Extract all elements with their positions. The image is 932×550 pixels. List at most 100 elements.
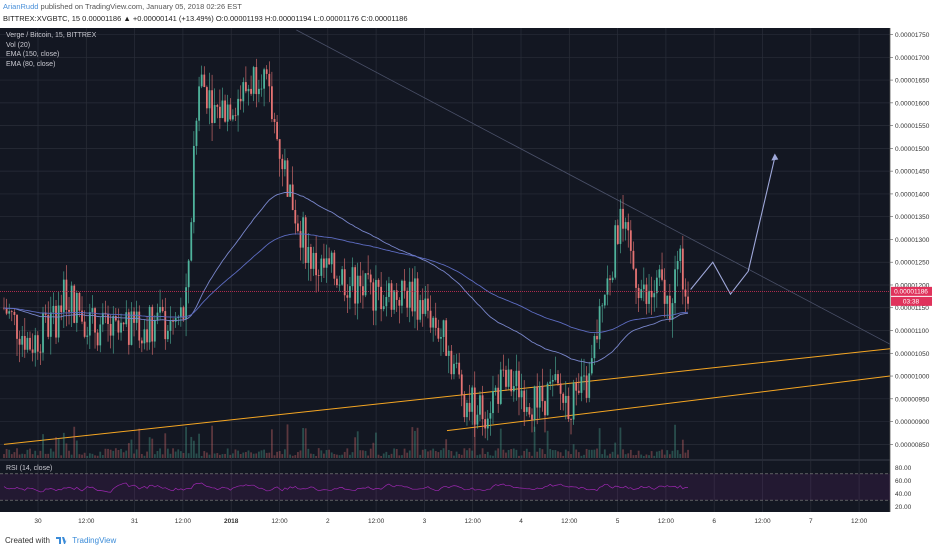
volume-bar <box>148 437 151 458</box>
projection-path <box>690 157 776 296</box>
resistance-trendline <box>296 29 891 345</box>
countdown-value: 03:38 <box>903 299 920 306</box>
candle-body <box>502 369 505 371</box>
candle-body <box>627 222 630 231</box>
candle-body <box>580 376 583 393</box>
volume-bar <box>447 449 450 458</box>
candle-body <box>645 284 648 304</box>
candle-body <box>572 382 575 420</box>
candle-body <box>83 321 86 337</box>
volume-bar <box>120 448 122 458</box>
volume-bar <box>320 450 323 458</box>
candle-body <box>450 350 453 375</box>
x-tick-label: 5 <box>616 518 620 525</box>
candle-body <box>213 105 216 123</box>
candle-body <box>88 312 91 336</box>
candle-body <box>681 248 684 290</box>
volume-bar <box>336 454 338 458</box>
author-link[interactable]: ArianRudd <box>3 2 39 11</box>
candle-body <box>260 88 263 90</box>
volume-bar <box>536 451 539 458</box>
candle-body <box>577 390 580 393</box>
candle-body <box>533 386 536 420</box>
volume-bar <box>523 450 526 458</box>
candle-body <box>62 279 65 313</box>
volume-bar <box>325 450 328 458</box>
candle-body <box>325 258 328 268</box>
volume-bar <box>338 455 341 458</box>
candle-body <box>466 402 468 418</box>
candle-body <box>377 279 380 287</box>
volume-bar <box>86 455 89 458</box>
volume-bar <box>231 453 234 458</box>
volume-bar <box>424 449 427 458</box>
candle-body <box>663 279 666 304</box>
tradingview-brand[interactable]: TradingView <box>72 536 117 545</box>
volume-bar <box>5 448 8 458</box>
volume-bar <box>203 451 206 458</box>
volume-bar <box>190 436 193 458</box>
legend-rsi: RSI (14, close) <box>6 465 53 472</box>
volume-bar <box>463 448 466 458</box>
candle-body <box>133 311 135 323</box>
volume-bar <box>681 439 684 458</box>
candle-body <box>367 273 370 275</box>
volume-bar <box>299 450 302 458</box>
volume-bar <box>585 448 588 458</box>
volume-bar <box>52 451 55 458</box>
candle-body <box>497 387 500 404</box>
candle-body <box>151 306 154 342</box>
chart-panel[interactable]: 0.00001750 0.00001700 0.00001650 0.00001600… <box>0 28 932 530</box>
volume-bar <box>16 448 18 458</box>
volume-bar <box>55 437 57 458</box>
candle-body <box>216 105 219 107</box>
volume-bar <box>458 454 461 458</box>
candle-body <box>94 308 96 333</box>
candle-body <box>598 306 601 340</box>
volume-bar <box>575 449 578 458</box>
x-tick-label: 2018 <box>224 518 239 525</box>
volume-bar <box>242 452 245 458</box>
volume-bar <box>497 448 500 458</box>
volume-bar <box>291 455 294 458</box>
candle-body <box>679 248 682 262</box>
volume-bar <box>481 448 484 458</box>
volume-bar <box>484 454 487 458</box>
candle-body <box>473 387 476 425</box>
candle-body <box>536 386 539 408</box>
volume-bar <box>18 454 21 458</box>
candle-body <box>398 299 401 306</box>
candle-body <box>44 312 47 315</box>
x-tick-label: 4 <box>519 518 523 525</box>
candle-body <box>291 184 294 210</box>
volume-bar <box>42 434 44 458</box>
candle-body <box>541 386 544 402</box>
candle-body <box>528 407 531 415</box>
volume-bar <box>341 454 344 458</box>
candle-body <box>453 363 455 375</box>
x-tick-label: 12:00 <box>465 518 482 525</box>
volume-bar <box>164 433 167 458</box>
price-chart[interactable]: 0.00001750 0.00001700 0.00001650 0.00001600… <box>0 28 932 530</box>
candle-body <box>117 320 120 333</box>
volume-bar <box>161 454 164 458</box>
volume-bar <box>96 455 99 458</box>
candle-body <box>21 336 24 345</box>
candle-body <box>616 225 619 244</box>
volume-bar <box>268 452 271 458</box>
volume-bar <box>255 453 258 458</box>
volume-bar <box>619 427 622 458</box>
volume-bar <box>65 443 68 458</box>
volume-bar <box>273 455 276 458</box>
volume-bar <box>364 450 367 458</box>
candle-body <box>411 281 414 312</box>
volume-bar <box>187 453 190 458</box>
candle-body <box>549 381 552 384</box>
candle-body <box>179 307 182 318</box>
volume-bar <box>208 454 211 458</box>
volume-bar <box>218 454 221 458</box>
volume-bar <box>525 448 528 458</box>
candle-body <box>18 338 21 345</box>
volume-bar <box>346 448 349 458</box>
volume-bar <box>473 423 476 458</box>
